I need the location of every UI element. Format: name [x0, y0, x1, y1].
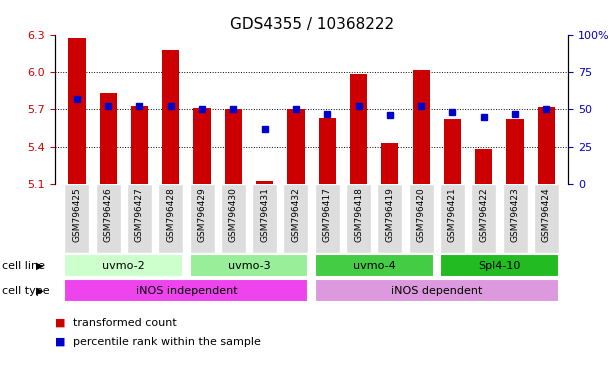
Text: ▶: ▶ — [36, 261, 43, 271]
Text: iNOS independent: iNOS independent — [136, 286, 237, 296]
Text: GSM796423: GSM796423 — [511, 187, 519, 242]
FancyBboxPatch shape — [315, 255, 434, 277]
FancyBboxPatch shape — [440, 184, 465, 253]
FancyBboxPatch shape — [64, 255, 183, 277]
Text: cell line: cell line — [2, 261, 45, 271]
Text: GSM796426: GSM796426 — [104, 187, 112, 242]
FancyBboxPatch shape — [96, 184, 121, 253]
Text: GSM796429: GSM796429 — [197, 187, 207, 242]
Bar — [256, 180, 273, 184]
FancyBboxPatch shape — [64, 184, 89, 253]
Bar — [412, 70, 430, 184]
Bar — [319, 118, 336, 184]
Bar — [194, 108, 211, 184]
Bar — [131, 106, 148, 184]
FancyBboxPatch shape — [127, 184, 152, 253]
Bar — [444, 119, 461, 184]
FancyBboxPatch shape — [189, 184, 214, 253]
Text: iNOS dependent: iNOS dependent — [391, 286, 483, 296]
Bar — [162, 50, 180, 184]
FancyBboxPatch shape — [534, 184, 559, 253]
Text: ■: ■ — [55, 337, 65, 347]
Bar — [538, 107, 555, 184]
Text: uvmo-2: uvmo-2 — [103, 261, 145, 271]
FancyBboxPatch shape — [346, 184, 371, 253]
Text: GSM796428: GSM796428 — [166, 187, 175, 242]
Text: Spl4-10: Spl4-10 — [478, 261, 521, 271]
Text: GSM796420: GSM796420 — [417, 187, 426, 242]
FancyBboxPatch shape — [189, 255, 309, 277]
Text: GSM796421: GSM796421 — [448, 187, 457, 242]
Text: percentile rank within the sample: percentile rank within the sample — [73, 337, 261, 347]
FancyBboxPatch shape — [284, 184, 309, 253]
Text: uvmo-4: uvmo-4 — [353, 261, 395, 271]
Text: cell type: cell type — [2, 286, 49, 296]
Bar — [475, 149, 492, 184]
Text: transformed count: transformed count — [73, 318, 177, 328]
FancyBboxPatch shape — [252, 184, 277, 253]
Bar — [287, 109, 304, 184]
Title: GDS4355 / 10368222: GDS4355 / 10368222 — [230, 17, 393, 32]
Bar — [350, 74, 367, 184]
FancyBboxPatch shape — [221, 184, 246, 253]
FancyBboxPatch shape — [409, 184, 434, 253]
Text: GSM796417: GSM796417 — [323, 187, 332, 242]
Text: GSM796418: GSM796418 — [354, 187, 363, 242]
FancyBboxPatch shape — [315, 280, 559, 302]
Text: ▶: ▶ — [36, 286, 43, 296]
Text: GSM796419: GSM796419 — [386, 187, 394, 242]
Bar — [225, 109, 242, 184]
Bar — [507, 119, 524, 184]
FancyBboxPatch shape — [315, 184, 340, 253]
FancyBboxPatch shape — [158, 184, 183, 253]
Text: GSM796424: GSM796424 — [542, 187, 551, 242]
Bar — [68, 38, 86, 184]
Text: GSM796422: GSM796422 — [479, 187, 488, 242]
Text: GSM796430: GSM796430 — [229, 187, 238, 242]
FancyBboxPatch shape — [502, 184, 527, 253]
Text: GSM796427: GSM796427 — [135, 187, 144, 242]
FancyBboxPatch shape — [440, 255, 559, 277]
FancyBboxPatch shape — [378, 184, 403, 253]
Bar — [100, 93, 117, 184]
Text: GSM796432: GSM796432 — [291, 187, 301, 242]
FancyBboxPatch shape — [471, 184, 496, 253]
FancyBboxPatch shape — [64, 280, 309, 302]
Text: ■: ■ — [55, 318, 65, 328]
Text: GSM796425: GSM796425 — [72, 187, 81, 242]
Text: GSM796431: GSM796431 — [260, 187, 269, 242]
Text: uvmo-3: uvmo-3 — [228, 261, 270, 271]
Bar — [381, 143, 398, 184]
